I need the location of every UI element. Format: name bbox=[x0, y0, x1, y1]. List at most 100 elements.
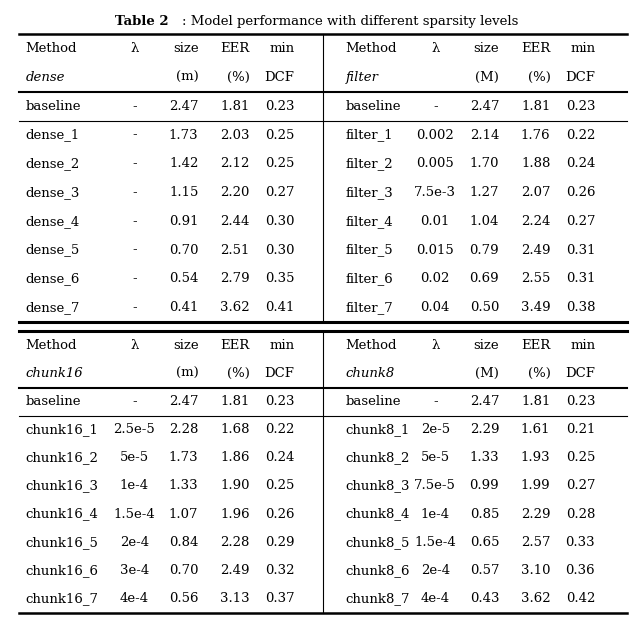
Text: 0.24: 0.24 bbox=[566, 158, 595, 170]
Text: 2.49: 2.49 bbox=[521, 244, 550, 256]
Text: 0.37: 0.37 bbox=[265, 592, 294, 605]
Text: λ: λ bbox=[130, 42, 139, 55]
Text: 1.5e-4: 1.5e-4 bbox=[113, 508, 156, 521]
Text: chunk8_1: chunk8_1 bbox=[346, 423, 410, 436]
Text: 2.03: 2.03 bbox=[220, 129, 250, 141]
Text: 0.27: 0.27 bbox=[265, 186, 294, 199]
Text: EER: EER bbox=[521, 42, 550, 55]
Text: -: - bbox=[132, 100, 137, 112]
Text: chunk8: chunk8 bbox=[346, 367, 395, 380]
Text: 1.33: 1.33 bbox=[169, 479, 198, 492]
Text: chunk16: chunk16 bbox=[26, 367, 83, 380]
Text: 2.47: 2.47 bbox=[470, 100, 499, 112]
Text: -: - bbox=[132, 215, 137, 227]
Text: -: - bbox=[433, 395, 438, 408]
Text: 2e-4: 2e-4 bbox=[420, 564, 450, 577]
Text: 4e-4: 4e-4 bbox=[120, 592, 149, 605]
Text: (m): (m) bbox=[175, 367, 198, 380]
Text: 1.81: 1.81 bbox=[521, 395, 550, 408]
Text: 1.73: 1.73 bbox=[169, 451, 198, 464]
Text: λ: λ bbox=[130, 339, 139, 352]
Text: 1.90: 1.90 bbox=[220, 479, 250, 492]
Text: 0.26: 0.26 bbox=[265, 508, 294, 521]
Text: (%): (%) bbox=[227, 71, 250, 84]
Text: EER: EER bbox=[220, 339, 250, 352]
Text: 2.49: 2.49 bbox=[220, 564, 250, 577]
Text: 1.88: 1.88 bbox=[521, 158, 550, 170]
Text: 1.42: 1.42 bbox=[169, 158, 198, 170]
Text: 3.62: 3.62 bbox=[521, 592, 550, 605]
Text: 0.23: 0.23 bbox=[566, 100, 595, 112]
Text: 0.31: 0.31 bbox=[566, 272, 595, 285]
Text: 1.76: 1.76 bbox=[521, 129, 550, 141]
Text: 7.5e-3: 7.5e-3 bbox=[414, 186, 456, 199]
Text: 0.22: 0.22 bbox=[566, 129, 595, 141]
Text: 0.84: 0.84 bbox=[169, 536, 198, 549]
Text: -: - bbox=[132, 395, 137, 408]
Text: 0.99: 0.99 bbox=[470, 479, 499, 492]
Text: 7.5e-5: 7.5e-5 bbox=[414, 479, 456, 492]
Text: 2.29: 2.29 bbox=[521, 508, 550, 521]
Text: chunk8_7: chunk8_7 bbox=[346, 592, 410, 605]
Text: filter_5: filter_5 bbox=[346, 244, 393, 256]
Text: 1.99: 1.99 bbox=[521, 479, 550, 492]
Text: 0.30: 0.30 bbox=[265, 215, 294, 227]
Text: filter: filter bbox=[346, 71, 379, 84]
Text: 0.22: 0.22 bbox=[265, 423, 294, 436]
Text: 2.79: 2.79 bbox=[220, 272, 250, 285]
Text: 0.27: 0.27 bbox=[566, 215, 595, 227]
Text: 0.54: 0.54 bbox=[169, 272, 198, 285]
Text: 2.29: 2.29 bbox=[470, 423, 499, 436]
Text: 1.73: 1.73 bbox=[169, 129, 198, 141]
Text: 3e-4: 3e-4 bbox=[120, 564, 149, 577]
Text: 3.49: 3.49 bbox=[521, 301, 550, 314]
Text: dense_7: dense_7 bbox=[26, 301, 80, 314]
Text: 2e-4: 2e-4 bbox=[120, 536, 149, 549]
Text: 0.41: 0.41 bbox=[265, 301, 294, 314]
Text: Method: Method bbox=[26, 42, 77, 55]
Text: baseline: baseline bbox=[26, 395, 81, 408]
Text: baseline: baseline bbox=[26, 100, 81, 112]
Text: Method: Method bbox=[346, 42, 397, 55]
Text: 2.20: 2.20 bbox=[220, 186, 250, 199]
Text: 2.5e-5: 2.5e-5 bbox=[113, 423, 156, 436]
Text: DCF: DCF bbox=[264, 71, 294, 84]
Text: 1.33: 1.33 bbox=[470, 451, 499, 464]
Text: filter_2: filter_2 bbox=[346, 158, 393, 170]
Text: 1e-4: 1e-4 bbox=[120, 479, 149, 492]
Text: chunk16_3: chunk16_3 bbox=[26, 479, 99, 492]
Text: 3.62: 3.62 bbox=[220, 301, 250, 314]
Text: 0.50: 0.50 bbox=[470, 301, 499, 314]
Text: -: - bbox=[132, 272, 137, 285]
Text: baseline: baseline bbox=[346, 395, 401, 408]
Text: chunk16_4: chunk16_4 bbox=[26, 508, 99, 521]
Text: 0.002: 0.002 bbox=[417, 129, 454, 141]
Text: chunk16_6: chunk16_6 bbox=[26, 564, 99, 577]
Text: DCF: DCF bbox=[565, 367, 595, 380]
Text: 0.65: 0.65 bbox=[470, 536, 499, 549]
Text: size: size bbox=[474, 42, 499, 55]
Text: size: size bbox=[173, 339, 198, 352]
Text: 1.86: 1.86 bbox=[220, 451, 250, 464]
Text: DCF: DCF bbox=[565, 71, 595, 84]
Text: Method: Method bbox=[346, 339, 397, 352]
Text: -: - bbox=[433, 100, 438, 112]
Text: 0.36: 0.36 bbox=[566, 564, 595, 577]
Text: 0.79: 0.79 bbox=[470, 244, 499, 256]
Text: 2.47: 2.47 bbox=[169, 100, 198, 112]
Text: chunk16_2: chunk16_2 bbox=[26, 451, 99, 464]
Text: 0.33: 0.33 bbox=[566, 536, 595, 549]
Text: 3.10: 3.10 bbox=[521, 564, 550, 577]
Text: 0.23: 0.23 bbox=[566, 395, 595, 408]
Text: 2.14: 2.14 bbox=[470, 129, 499, 141]
Text: -: - bbox=[132, 129, 137, 141]
Text: 1.81: 1.81 bbox=[220, 395, 250, 408]
Text: 0.005: 0.005 bbox=[417, 158, 454, 170]
Text: (M): (M) bbox=[476, 367, 499, 380]
Text: baseline: baseline bbox=[346, 100, 401, 112]
Text: 0.57: 0.57 bbox=[470, 564, 499, 577]
Text: 1.68: 1.68 bbox=[220, 423, 250, 436]
Text: -: - bbox=[132, 244, 137, 256]
Text: chunk8_5: chunk8_5 bbox=[346, 536, 410, 549]
Text: 2.28: 2.28 bbox=[220, 536, 250, 549]
